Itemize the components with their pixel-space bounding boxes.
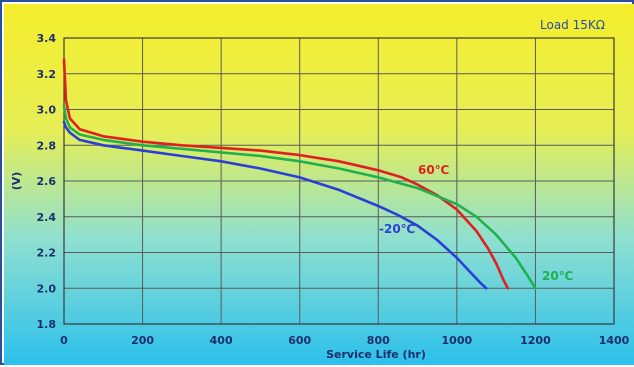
- x-tick-label: 200: [131, 334, 154, 347]
- series-group: [62, 58, 537, 290]
- x-tick-label: 0: [60, 334, 68, 347]
- series-line-1: [62, 104, 537, 290]
- x-tick-label: 1000: [442, 334, 473, 347]
- y-tick-label: 2.2: [37, 247, 57, 260]
- series-line-2: [62, 120, 488, 290]
- x-tick-label: 800: [367, 334, 390, 347]
- y-tick-label: 2.4: [37, 211, 57, 224]
- y-tick-label: 1.8: [37, 318, 57, 331]
- x-tick-label: 600: [288, 334, 311, 347]
- y-tick-label: 2.0: [37, 282, 57, 295]
- load-annotation: Load 15KΩ: [540, 18, 605, 32]
- series-label-1: 20℃: [542, 269, 573, 283]
- series-label-0: 60℃: [418, 163, 449, 177]
- y-axis-title: (V): [10, 172, 23, 191]
- y-tick-label: 3.0: [37, 104, 57, 117]
- y-tick-label: 3.2: [37, 68, 57, 81]
- y-tick-label: 3.4: [37, 32, 57, 45]
- labels: 60℃ 20℃ -20℃: [379, 163, 573, 283]
- y-tick-label: 2.6: [37, 175, 57, 188]
- series-label-2: -20℃: [379, 222, 415, 236]
- x-tick-label: 1400: [599, 334, 630, 347]
- x-axis-title: Service Life (hr): [326, 348, 426, 361]
- series-line-0: [62, 58, 510, 290]
- y-tick-label: 2.8: [37, 139, 57, 152]
- x-tick-label: 400: [210, 334, 233, 347]
- plot-area-border: [63, 37, 615, 325]
- axes: 0 200 400 600 800 1000 1200 1400 1.8 2.0 2.2 2.4 2.6…: [37, 32, 630, 347]
- x-tick-label: 1200: [520, 334, 551, 347]
